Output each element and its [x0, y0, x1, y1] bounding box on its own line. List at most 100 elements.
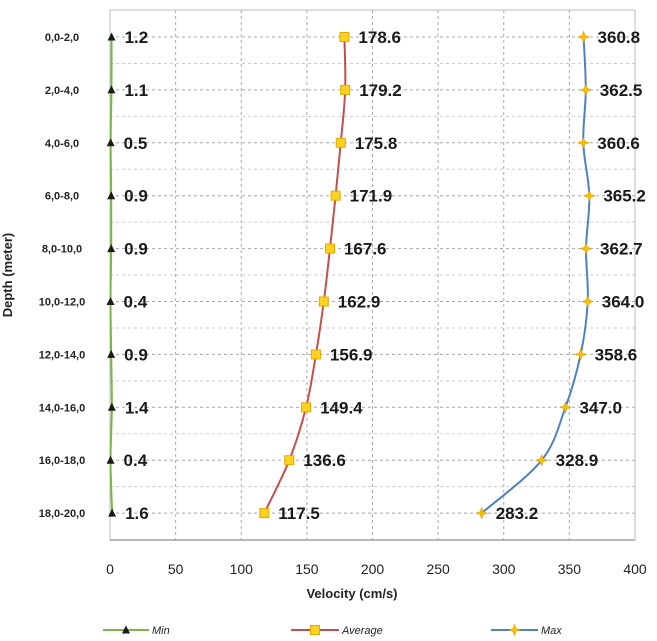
average-marker — [340, 84, 351, 95]
max-marker — [475, 506, 489, 520]
min-marker — [122, 625, 130, 634]
average-data-label: 171.9 — [350, 187, 393, 206]
average-data-label: 167.6 — [344, 240, 387, 259]
series-lines — [109, 36, 591, 514]
max-data-label: 358.6 — [595, 345, 638, 364]
min-data-label: 0.9 — [124, 345, 148, 364]
max-data-label: 365.2 — [603, 187, 646, 206]
x-tick-label: 350 — [558, 561, 582, 577]
average-series-line — [263, 36, 347, 514]
max-data-label: 362.7 — [600, 240, 643, 259]
min-marker — [107, 349, 116, 358]
max-marker — [576, 136, 590, 150]
legend-item-average: Average — [291, 625, 383, 637]
y-axis-title: Depth (meter) — [0, 233, 15, 318]
max-marker — [582, 189, 596, 203]
max-data-label: 347.0 — [579, 398, 622, 417]
legend-label: Average — [341, 625, 383, 637]
min-data-label: 1.6 — [125, 504, 149, 523]
min-data-label: 0.9 — [124, 187, 148, 206]
average-marker — [324, 243, 335, 254]
x-tick-label: 100 — [230, 561, 254, 577]
max-marker — [535, 453, 549, 467]
min-data-label: 1.2 — [125, 28, 149, 47]
average-data-label: 179.2 — [359, 81, 402, 100]
y-tick-label: 0,0-2,0 — [45, 32, 79, 44]
y-tick-label: 2,0-4,0 — [45, 85, 79, 97]
average-data-label: 149.4 — [320, 398, 363, 417]
max-data-label: 328.9 — [556, 451, 599, 470]
min-data-label: 0.5 — [124, 134, 148, 153]
average-marker — [318, 296, 329, 307]
average-marker — [259, 508, 270, 519]
min-data-label: 1.4 — [125, 398, 149, 417]
x-axis-title: Velocity (cm/s) — [306, 586, 397, 601]
min-data-label: 1.1 — [124, 81, 148, 100]
min-marker — [108, 508, 117, 517]
x-tick-label: 200 — [361, 561, 385, 577]
x-tick-label: 0 — [106, 561, 114, 577]
max-marker — [581, 295, 595, 308]
max-marker — [579, 242, 593, 255]
x-tick-label: 50 — [168, 561, 184, 577]
x-tick-label: 400 — [623, 561, 647, 577]
legend: Min Average Max — [103, 623, 562, 637]
max-data-label: 360.6 — [597, 134, 640, 153]
legend-label: Max — [541, 625, 562, 637]
average-marker — [310, 625, 320, 635]
min-marker — [107, 85, 116, 94]
max-marker — [574, 348, 588, 361]
max-marker — [559, 400, 572, 414]
average-data-label: 156.9 — [330, 345, 373, 364]
min-series-line — [109, 36, 114, 514]
max-marker — [508, 623, 521, 637]
x-tick-label: 150 — [295, 561, 319, 577]
x-tick-label: 300 — [492, 561, 516, 577]
min-marker — [106, 297, 115, 305]
average-data-label: 136.6 — [303, 451, 346, 470]
series-markers — [106, 30, 596, 520]
max-marker — [577, 30, 590, 44]
legend-item-max: Max — [491, 623, 562, 637]
y-tick-label: 12,0-14,0 — [39, 349, 85, 361]
legend-item-min: Min — [103, 625, 170, 637]
min-marker — [107, 32, 116, 41]
y-tick-label: 18,0-20,0 — [39, 508, 85, 520]
min-data-label: 0.9 — [124, 240, 148, 259]
min-data-label: 0.4 — [124, 451, 148, 470]
min-marker — [106, 138, 115, 147]
legend-label: Min — [152, 625, 170, 637]
y-tick-label: 8,0-10,0 — [42, 244, 82, 256]
max-data-label: 283.2 — [496, 504, 539, 523]
max-data-label: 364.0 — [602, 293, 645, 312]
average-data-label: 175.8 — [355, 134, 398, 153]
min-data-label: 0.4 — [124, 293, 148, 312]
average-marker — [310, 349, 321, 360]
y-tick-label: 6,0-8,0 — [45, 191, 79, 203]
average-data-label: 117.5 — [278, 504, 320, 523]
y-tick-label: 14,0-16,0 — [39, 402, 85, 414]
max-data-label: 362.5 — [600, 81, 643, 100]
max-series-line — [481, 36, 591, 514]
average-marker — [339, 32, 350, 42]
min-marker — [107, 402, 116, 411]
average-marker — [284, 455, 295, 466]
min-marker — [107, 244, 116, 253]
x-tick-label: 250 — [426, 561, 450, 577]
data-labels: 1.2 1.1 0.5 0.9 0.9 0.4 0.9 1.4 0.4 1.6 178.6 179.2… — [124, 28, 646, 523]
min-marker — [107, 191, 116, 200]
average-marker — [330, 190, 341, 201]
min-marker — [106, 455, 115, 464]
max-data-label: 360.8 — [598, 28, 641, 47]
y-tick-label: 10,0-12,0 — [39, 297, 85, 309]
y-tick-labels: 0,0-2,0 2,0-4,0 4,0-6,0 6,0-8,0 8,0-10,0 10,0… — [39, 32, 85, 520]
average-data-label: 162.9 — [338, 293, 381, 312]
average-marker — [335, 137, 346, 148]
average-data-label: 178.6 — [358, 28, 401, 47]
y-tick-label: 16,0-18,0 — [39, 455, 85, 467]
y-tick-label: 4,0-6,0 — [45, 138, 79, 150]
average-marker — [301, 402, 312, 413]
max-marker — [579, 83, 593, 97]
x-tick-labels: 0 50 100 150 200 250 300 350 400 — [106, 561, 647, 577]
